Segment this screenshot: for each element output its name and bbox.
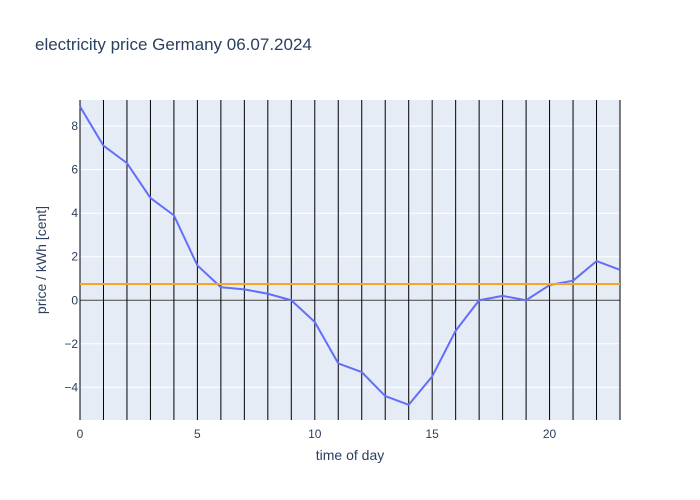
price-series-line bbox=[79, 106, 621, 406]
x-tick-label: 20 bbox=[543, 427, 557, 441]
x-tick-label: 10 bbox=[308, 427, 322, 441]
plot-background bbox=[80, 100, 620, 420]
x-axis-label: time of day bbox=[316, 447, 384, 463]
x-tick-label: 5 bbox=[194, 427, 201, 441]
y-tick-label: 8 bbox=[71, 119, 78, 133]
x-tick-label: 0 bbox=[77, 427, 84, 441]
y-axis-label: price / kWh [cent] bbox=[33, 206, 49, 314]
chart-title: electricity price Germany 06.07.2024 bbox=[35, 35, 312, 54]
y-tick-label: −4 bbox=[64, 380, 78, 394]
y-tick-label: 4 bbox=[71, 206, 78, 220]
y-tick-label: 0 bbox=[71, 293, 78, 307]
x-tick-label: 15 bbox=[425, 427, 439, 441]
y-tick-label: −2 bbox=[64, 337, 78, 351]
y-tick-label: 2 bbox=[71, 250, 78, 264]
y-tick-label: 6 bbox=[71, 163, 78, 177]
